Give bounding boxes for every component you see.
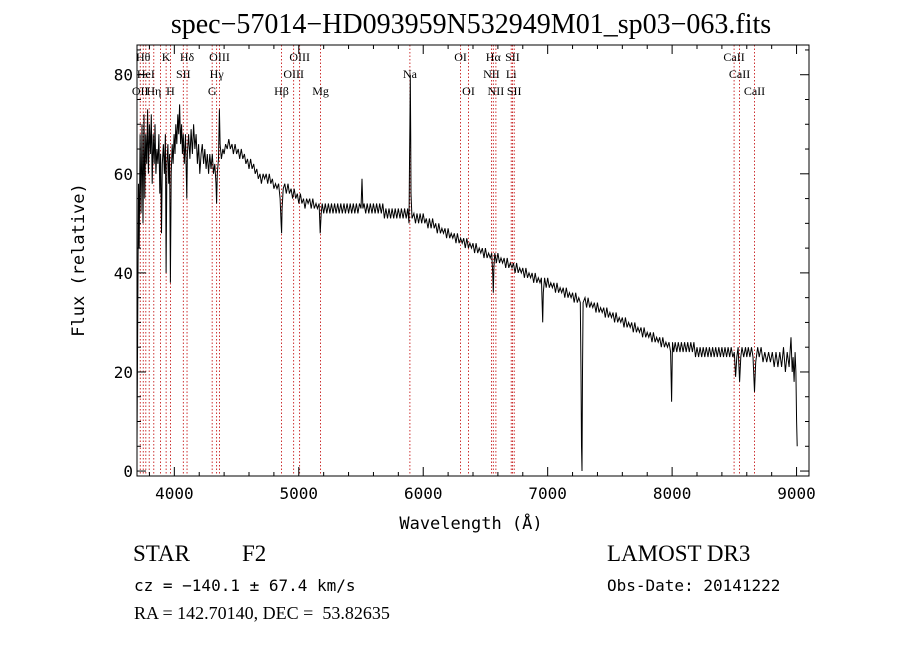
x-tick-label-1: 5000 (280, 484, 319, 503)
line-label-20: NII (483, 67, 500, 81)
x-tick-label-5: 9000 (777, 484, 816, 503)
object-class: STAR (133, 541, 190, 566)
y-tick-label-3: 60 (114, 165, 133, 184)
chart-title: spec−57014−HD093959N532949M01_sp03−063.f… (171, 9, 771, 40)
line-label-18: OI (454, 50, 467, 64)
coordinates: RA = 142.70140, DEC = 53.82635 (134, 603, 390, 623)
spectrum-series (136, 74, 798, 472)
object-subclass: F2 (242, 541, 267, 566)
observation-date: Obs-Date: 20141222 (607, 576, 781, 595)
line-label-24: SII (505, 50, 520, 64)
line-label-13: Hβ (274, 84, 289, 98)
line-label-14: OIII (283, 67, 304, 81)
y-axis-label: Flux (relative) (69, 183, 89, 337)
line-label-21: Hα (486, 50, 502, 64)
line-label-2: HeI (137, 67, 155, 81)
x-tick-label-2: 6000 (404, 484, 443, 503)
line-label-11: Hγ (210, 67, 225, 81)
survey-name: LAMOST DR3 (607, 541, 751, 566)
line-label-16: Mg (312, 84, 329, 98)
line-label-6: K (162, 50, 171, 64)
x-tick-label-0: 4000 (155, 484, 194, 503)
spectral-line-labels: OIIHθHeIHηKHSIIHδGHγOIIIHβOIIIOIIIMgNaOI… (132, 50, 765, 98)
line-label-7: H (166, 84, 175, 98)
line-label-17: Na (403, 67, 418, 81)
line-label-15: OIII (289, 50, 310, 64)
line-label-25: SII (507, 84, 522, 98)
y-tick-label-0: 0 (123, 462, 133, 481)
line-label-22: NII (488, 84, 505, 98)
line-label-0: OII (132, 84, 149, 98)
line-label-28: CaII (744, 84, 765, 98)
plot-frame (136, 44, 810, 477)
y-tick-label-1: 20 (114, 363, 133, 382)
redshift-velocity: cz = −140.1 ± 67.4 km/s (134, 576, 356, 595)
line-label-23: Li (506, 67, 517, 81)
line-label-1: Hθ (136, 50, 151, 64)
spectrum-line-0 (136, 74, 798, 472)
line-label-9: Hδ (180, 50, 195, 64)
line-label-10: G (208, 84, 217, 98)
line-label-12: OIII (209, 50, 230, 64)
line-label-4: Hη (146, 84, 161, 98)
y-tick-label-2: 40 (114, 264, 133, 283)
x-axis-label: Wavelength (Å) (399, 512, 542, 534)
y-tick-label-4: 80 (114, 66, 133, 85)
spectral-line-markers (139, 45, 755, 476)
line-label-27: CaII (729, 67, 750, 81)
x-tick-label-4: 8000 (653, 484, 692, 503)
line-label-19: OI (462, 84, 475, 98)
axis-ticks: 4000 5000 6000 7000 8000 9000 0 20 40 60 80 (114, 45, 816, 503)
line-label-26: CaII (723, 50, 744, 64)
x-tick-label-3: 7000 (528, 484, 567, 503)
line-label-8: SII (176, 67, 191, 81)
